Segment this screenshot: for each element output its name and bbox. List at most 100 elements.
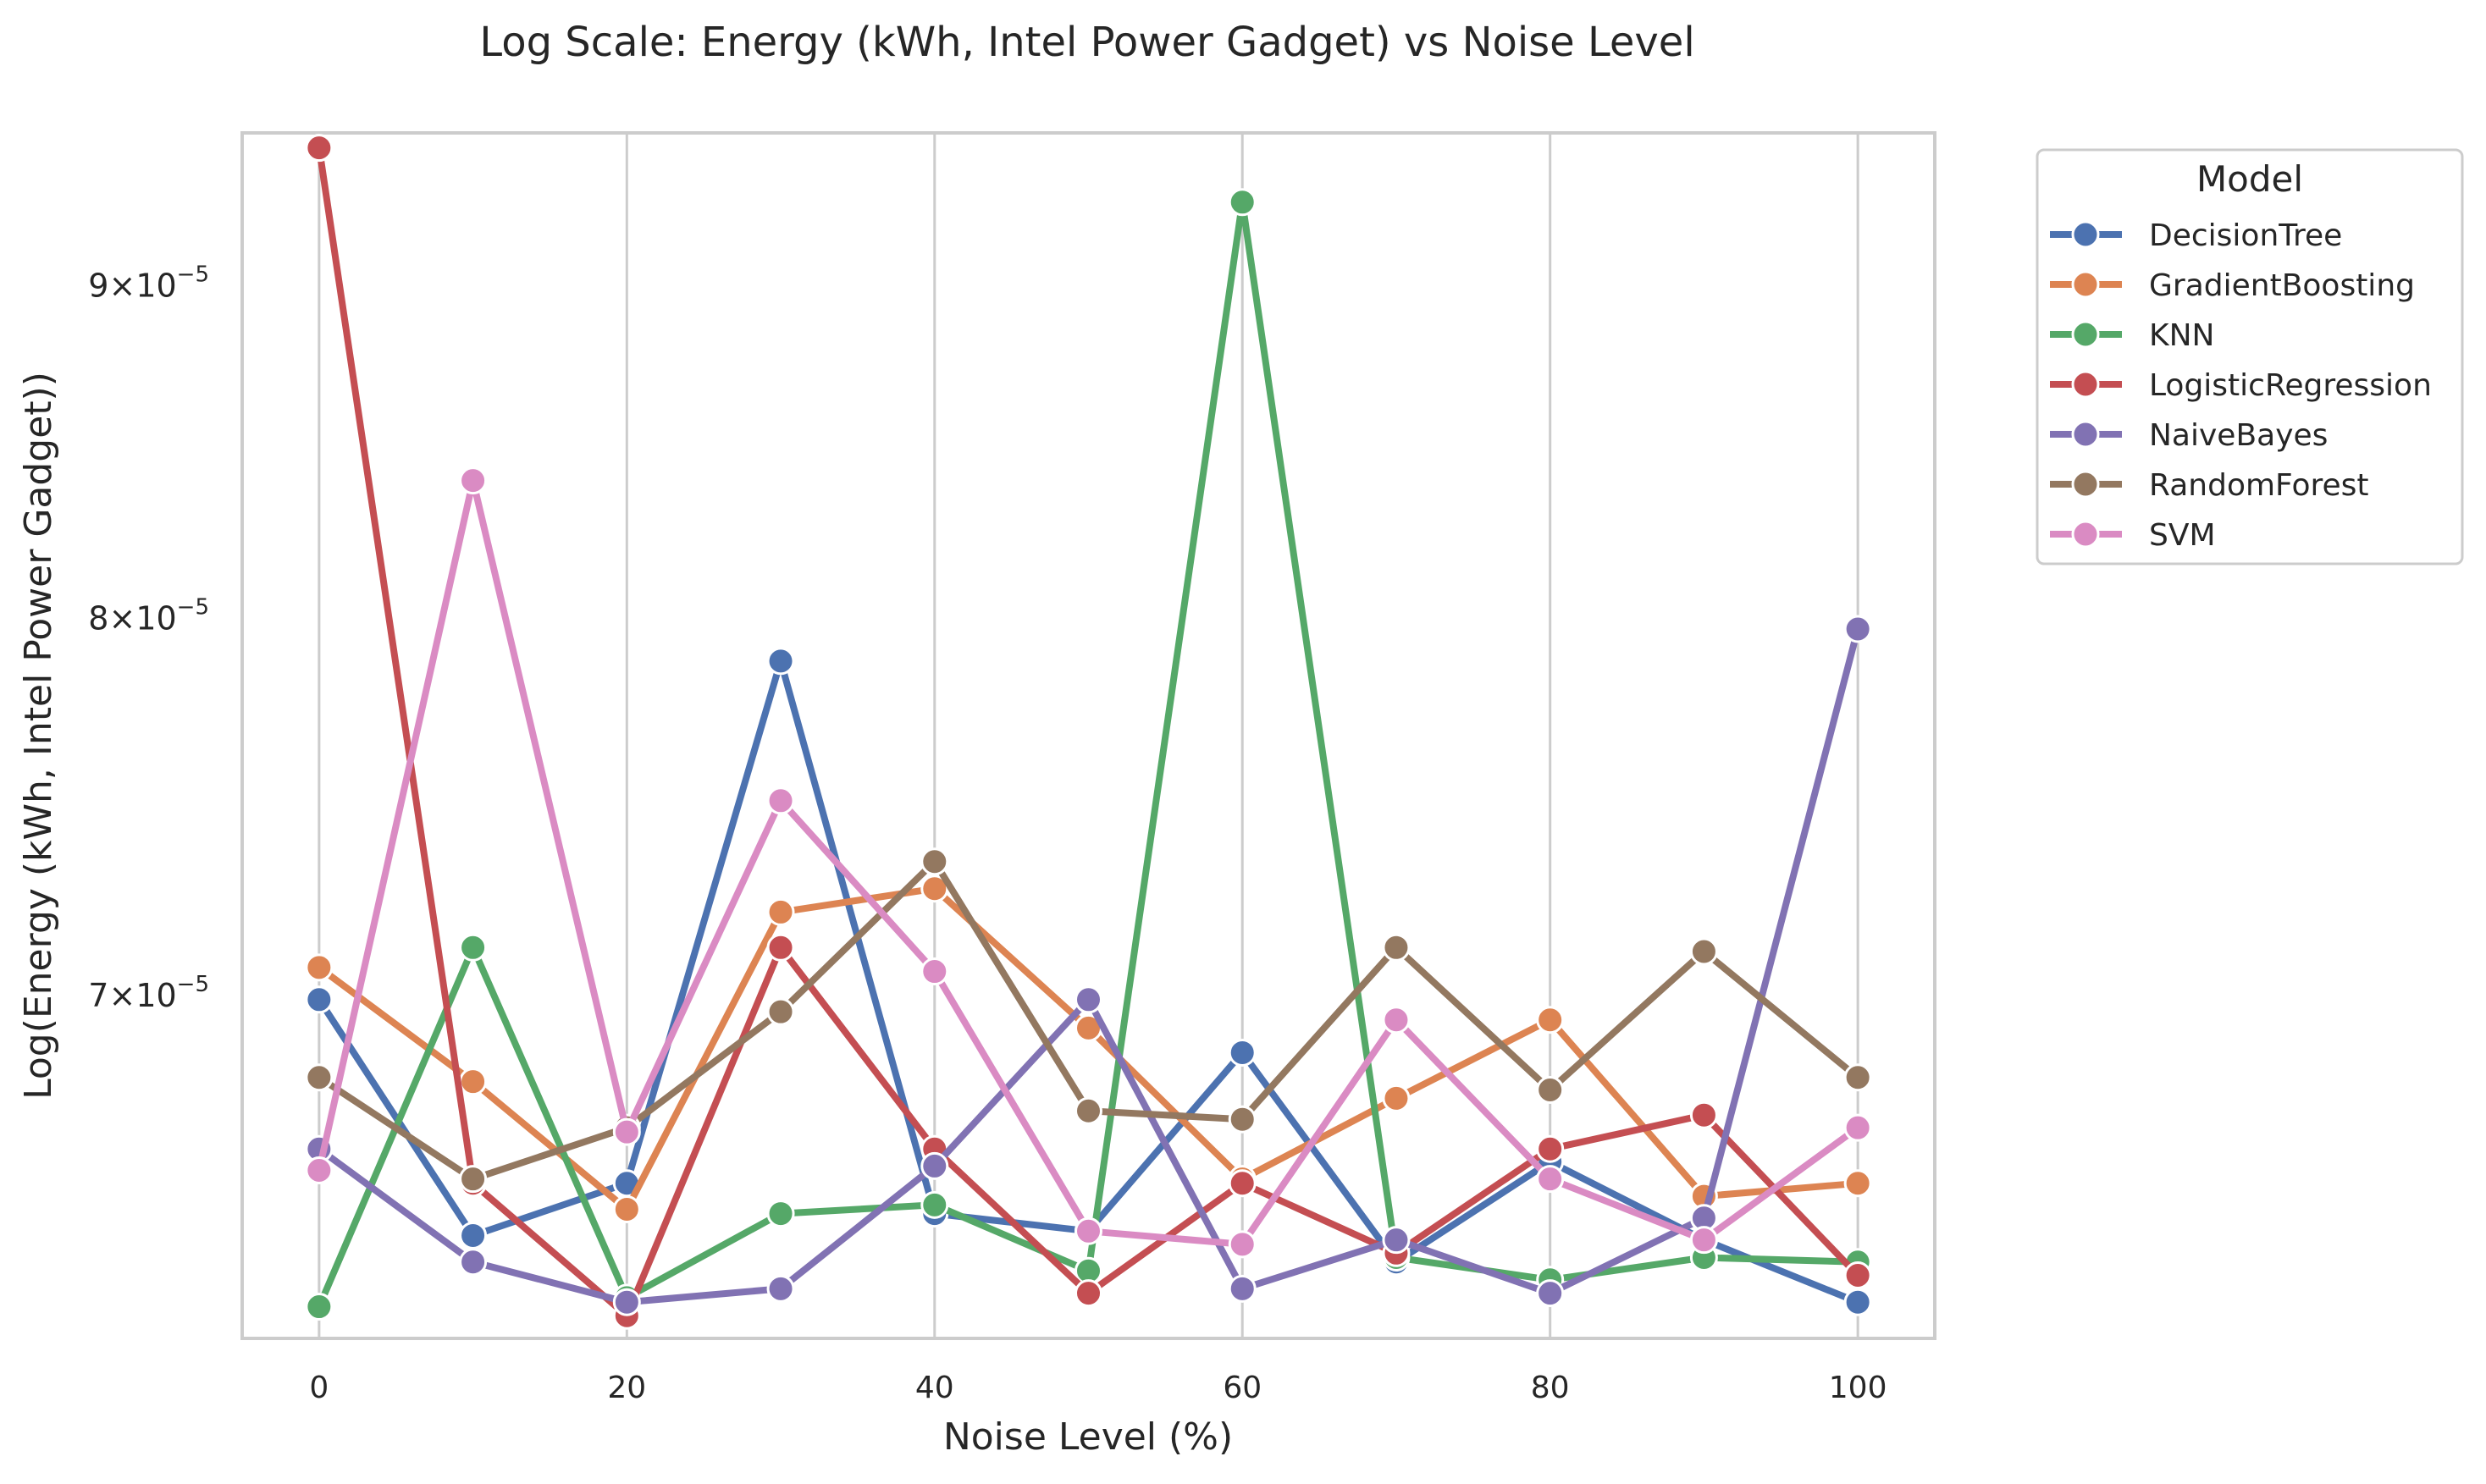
series-naivebayes [305,615,1872,1316]
x-tick-label: 40 [915,1371,954,1405]
data-point [920,1151,949,1180]
series-svm [305,466,1872,1259]
data-point [920,957,949,986]
data-point [305,1293,334,1321]
data-point [1075,985,1102,1014]
data-point [766,786,795,815]
legend-entry: NaiveBayes [2050,418,2328,453]
data-point [1382,933,1411,962]
x-axis-label: Noise Level (%) [943,1415,1233,1459]
data-point [612,1288,641,1316]
data-point [459,1221,488,1250]
legend-items: DecisionTree GradientBoosting KNN LogisticR… [2050,218,2432,553]
legend-label: GradientBoosting [2149,268,2415,303]
legend-entry: KNN [2050,318,2214,353]
y-tick-base: 10 [135,267,176,304]
data-point [1843,1113,1872,1142]
y-tick-times: × [108,267,135,304]
y-axis-label: Log(Energy (kWh, Intel Power Gadget)) [17,372,60,1100]
data-point [459,1248,488,1277]
legend-swatch-marker [2071,520,2100,549]
data-point [1843,1261,1872,1289]
legend-frame [2036,148,2464,565]
data-point [920,847,949,876]
x-tick-label: 0 [309,1371,329,1405]
data-point [1536,1134,1565,1163]
x-tick-label: 20 [607,1371,646,1405]
legend-entry: LogisticRegression [2050,368,2432,403]
legend-label: KNN [2149,318,2214,353]
data-point [1689,937,1718,966]
data-point [1075,1216,1102,1245]
data-point [1228,188,1257,217]
data-point [1843,615,1872,643]
series-logisticregression [305,134,1872,1330]
data-point [305,1063,334,1092]
y-tick-mantissa: 9 [88,267,108,304]
series-layer [305,134,1872,1330]
data-point [1228,1038,1257,1067]
legend-label: DecisionTree [2149,218,2342,253]
data-point [1689,1226,1718,1255]
data-point [305,1156,334,1185]
data-point [1536,1006,1565,1034]
legend-swatch-marker [2071,470,2100,499]
data-point [1689,1101,1718,1129]
data-point [1536,1165,1565,1194]
y-tick-times: × [108,977,135,1014]
y-tick-label: 8×10−5 [88,594,209,637]
data-point [612,1117,641,1146]
series-gradientboosting [305,874,1872,1223]
legend-swatch-marker [2071,420,2100,449]
legend-title: Model [2196,158,2303,200]
series-line [315,885,1862,1213]
grid-lines [318,133,1859,1338]
x-tick-label: 60 [1223,1371,1262,1405]
data-point [459,933,488,962]
y-tick-exponent: −5 [177,594,209,620]
data-point [1228,1230,1257,1259]
data-point [305,953,334,982]
series-line [315,144,1862,1320]
legend-label: NaiveBayes [2149,418,2328,453]
legend-entry: DecisionTree [2050,218,2342,253]
y-tick-base: 10 [135,977,176,1014]
series-line [315,198,1862,1310]
y-tick-labels: 7×10−58×10−59×10−5 [88,262,209,1014]
y-tick-label: 9×10−5 [88,262,209,304]
y-tick-times: × [108,599,135,637]
data-point [766,1200,795,1228]
data-point [766,997,795,1026]
data-point [305,985,334,1014]
data-point [1075,1279,1102,1308]
data-point [305,134,334,163]
legend-swatch-marker [2071,320,2100,349]
data-point [766,1274,795,1303]
x-tick-label: 100 [1829,1371,1887,1405]
data-point [1536,1076,1565,1105]
data-point [766,647,795,676]
data-point [766,933,795,962]
chart-title: Log Scale: Energy (kWh, Intel Power Gadg… [479,19,1694,66]
data-point [1843,1063,1872,1092]
y-tick-label: 7×10−5 [88,972,209,1014]
data-point [1382,1226,1411,1255]
y-tick-exponent: −5 [177,972,209,997]
data-point [1228,1274,1257,1303]
data-point [1843,1169,1872,1198]
legend-swatch-marker [2071,370,2100,399]
data-point [766,897,795,926]
legend: Model DecisionTree GradientBoosting KNN Log… [2036,148,2464,565]
legend-label: LogisticRegression [2149,368,2432,403]
data-point [1843,1288,1872,1316]
data-point [1382,1006,1411,1034]
data-point [1075,1096,1102,1125]
data-point [920,1190,949,1219]
data-point [612,1194,641,1223]
y-tick-mantissa: 8 [88,599,108,637]
data-point [920,874,949,903]
legend-entry: RandomForest [2050,468,2369,503]
y-tick-exponent: −5 [177,262,209,287]
